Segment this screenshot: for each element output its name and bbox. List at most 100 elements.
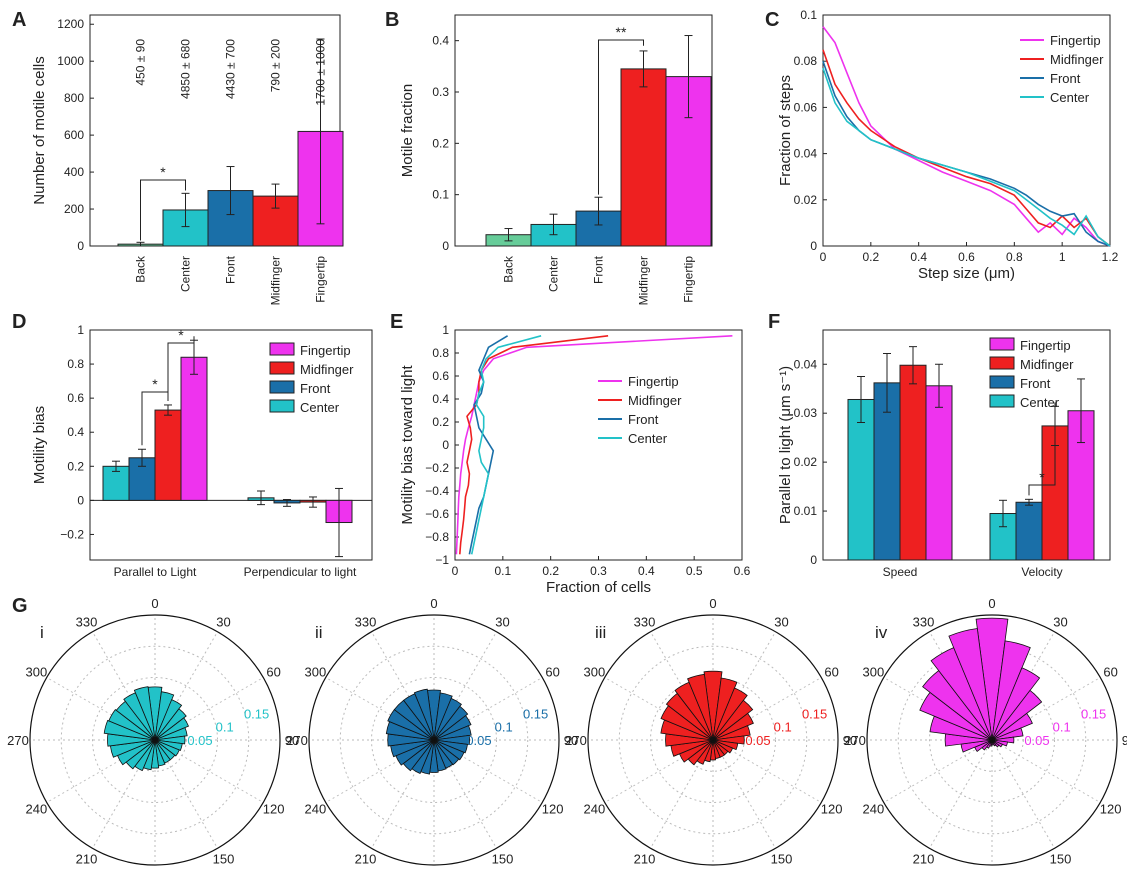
x-tick-label: Midfinger [637, 256, 651, 305]
bar-midfinger [620, 68, 667, 247]
angle-label: 240 [863, 802, 885, 817]
angle-label: 300 [26, 665, 48, 680]
angle-label: 60 [266, 665, 280, 680]
panel-g: i03060901201501802102402703003300.050.10… [7, 596, 1127, 867]
legend-swatch-center [989, 394, 1015, 408]
polar-wedge [975, 617, 1009, 741]
y-tick-label: 0.1 [800, 8, 817, 22]
polar-wedge [433, 734, 470, 746]
angle-label: 240 [584, 802, 606, 817]
radius-label: 0.05 [1024, 733, 1049, 748]
y-tick-label: 0.4 [67, 425, 84, 439]
x-tick-label: 0.8 [1006, 250, 1023, 264]
x-tick-label: Fingertip [682, 256, 696, 303]
polar-wedge [108, 709, 156, 741]
legend-label-front: Front [300, 381, 331, 396]
y-tick-label: −0.2 [60, 527, 84, 541]
significance-bracket [1028, 402, 1056, 496]
polar-wedge [991, 712, 1033, 741]
angle-label: 270 [7, 733, 29, 748]
x-tick-label: Back [134, 255, 148, 283]
subpanel-label: iii [595, 623, 606, 642]
polar-outer-ring [29, 614, 281, 866]
subpanel-label: ii [315, 623, 323, 642]
legend-label-center: Center [300, 400, 340, 415]
radius-label: 0.1 [495, 720, 513, 735]
subpanel-label: iv [875, 623, 888, 642]
angle-label: 210 [634, 852, 656, 867]
radial-gridline [929, 677, 1055, 803]
subpanel-label: i [40, 623, 44, 642]
polar-wedge [154, 708, 187, 741]
angle-label: 210 [76, 852, 98, 867]
y-tick-label: 0 [442, 438, 449, 452]
panel-c: 0 0.2 0.4 0.6 0.8 1 1.2 0 0.02 0.04 0.06 0.08 0.1 Ste… [777, 8, 1119, 282]
polar-wedge [712, 712, 754, 741]
angle-label: 120 [1100, 802, 1122, 817]
polar-wedge [712, 699, 754, 741]
radial-gridline [371, 677, 497, 803]
radius-label: 0.15 [244, 706, 269, 721]
significance-bracket [598, 39, 644, 195]
angle-label: 330 [76, 614, 98, 629]
polar-outer-ring [866, 614, 1118, 866]
angle-label: 300 [584, 665, 606, 680]
panel-label-D: D [12, 311, 26, 333]
y-tick-label: 600 [64, 128, 84, 142]
legend-label-fingertip: Fingertip [300, 343, 351, 358]
angle-label: 150 [771, 852, 793, 867]
angle-label: 60 [824, 665, 838, 680]
series-line-midfinger [822, 49, 1111, 247]
y-tick-label: 1 [442, 323, 449, 337]
y-axis-label: Number of motile cells [31, 56, 48, 204]
polar-outer-ring [308, 614, 560, 866]
significance-bracket-label: * [152, 376, 158, 392]
x-tick-label: 0.1 [494, 564, 511, 578]
radius-label: 0.05 [745, 733, 770, 748]
polar-wedge [133, 686, 156, 741]
x-tick-label: 0.4 [638, 564, 655, 578]
panel-b: 0 0.1 0.2 0.3 0.4 Motile fraction Back Center Fr… [399, 14, 713, 305]
y-axis-label: Motile fraction [399, 84, 416, 177]
y-tick-label: 0.04 [794, 147, 818, 161]
bar-fingertip [925, 385, 953, 561]
x-tick-label: 0.3 [590, 564, 607, 578]
angle-label: 270 [844, 733, 866, 748]
bar-fingertip [180, 356, 208, 501]
x-tick-label: Parallel to Light [114, 565, 197, 579]
significance-bracket-label: ** [616, 24, 627, 40]
legend-label-midfinger: Midfinger [1050, 52, 1104, 67]
angular-gridline [883, 739, 993, 803]
radial-gridline [92, 677, 218, 803]
x-tick-label: 0.4 [910, 250, 927, 264]
y-axis-label: Motility bias [31, 406, 48, 484]
significance-bracket [167, 336, 195, 401]
angle-label: 330 [355, 614, 377, 629]
angular-gridline [929, 739, 993, 849]
significance-bracket-label: * [1039, 469, 1045, 485]
radius-label: 0.1 [1053, 720, 1071, 735]
radial-gridline [60, 645, 250, 835]
angle-label: 120 [263, 802, 285, 817]
significance-bracket-label: * [160, 164, 166, 180]
polar-plot-iv: iv03060901201501802102402703003300.050.1… [844, 596, 1127, 867]
radial-gridline [618, 645, 808, 835]
bar-midfinger [154, 409, 182, 501]
legend-swatch-midfinger [269, 361, 295, 375]
y-tick-label: 0.02 [794, 455, 818, 469]
angle-label: 120 [542, 802, 564, 817]
polar-plot-ii: ii03060901201501802102402703003300.050.1… [286, 596, 578, 867]
polar-wedge [433, 725, 472, 741]
angle-label: 0 [709, 596, 716, 611]
y-tick-label: 0.02 [794, 193, 818, 207]
angle-label: 90 [843, 733, 857, 748]
x-tick-label: Speed [883, 565, 918, 579]
panel-label-E: E [390, 311, 403, 333]
series-line-front [468, 335, 509, 555]
angle-label: 330 [913, 614, 935, 629]
polar-wedge [991, 667, 1041, 741]
angle-label: 0 [430, 596, 437, 611]
legend-label-fingertip: Fingertip [1050, 33, 1101, 48]
x-tick-label: 0 [820, 250, 827, 264]
